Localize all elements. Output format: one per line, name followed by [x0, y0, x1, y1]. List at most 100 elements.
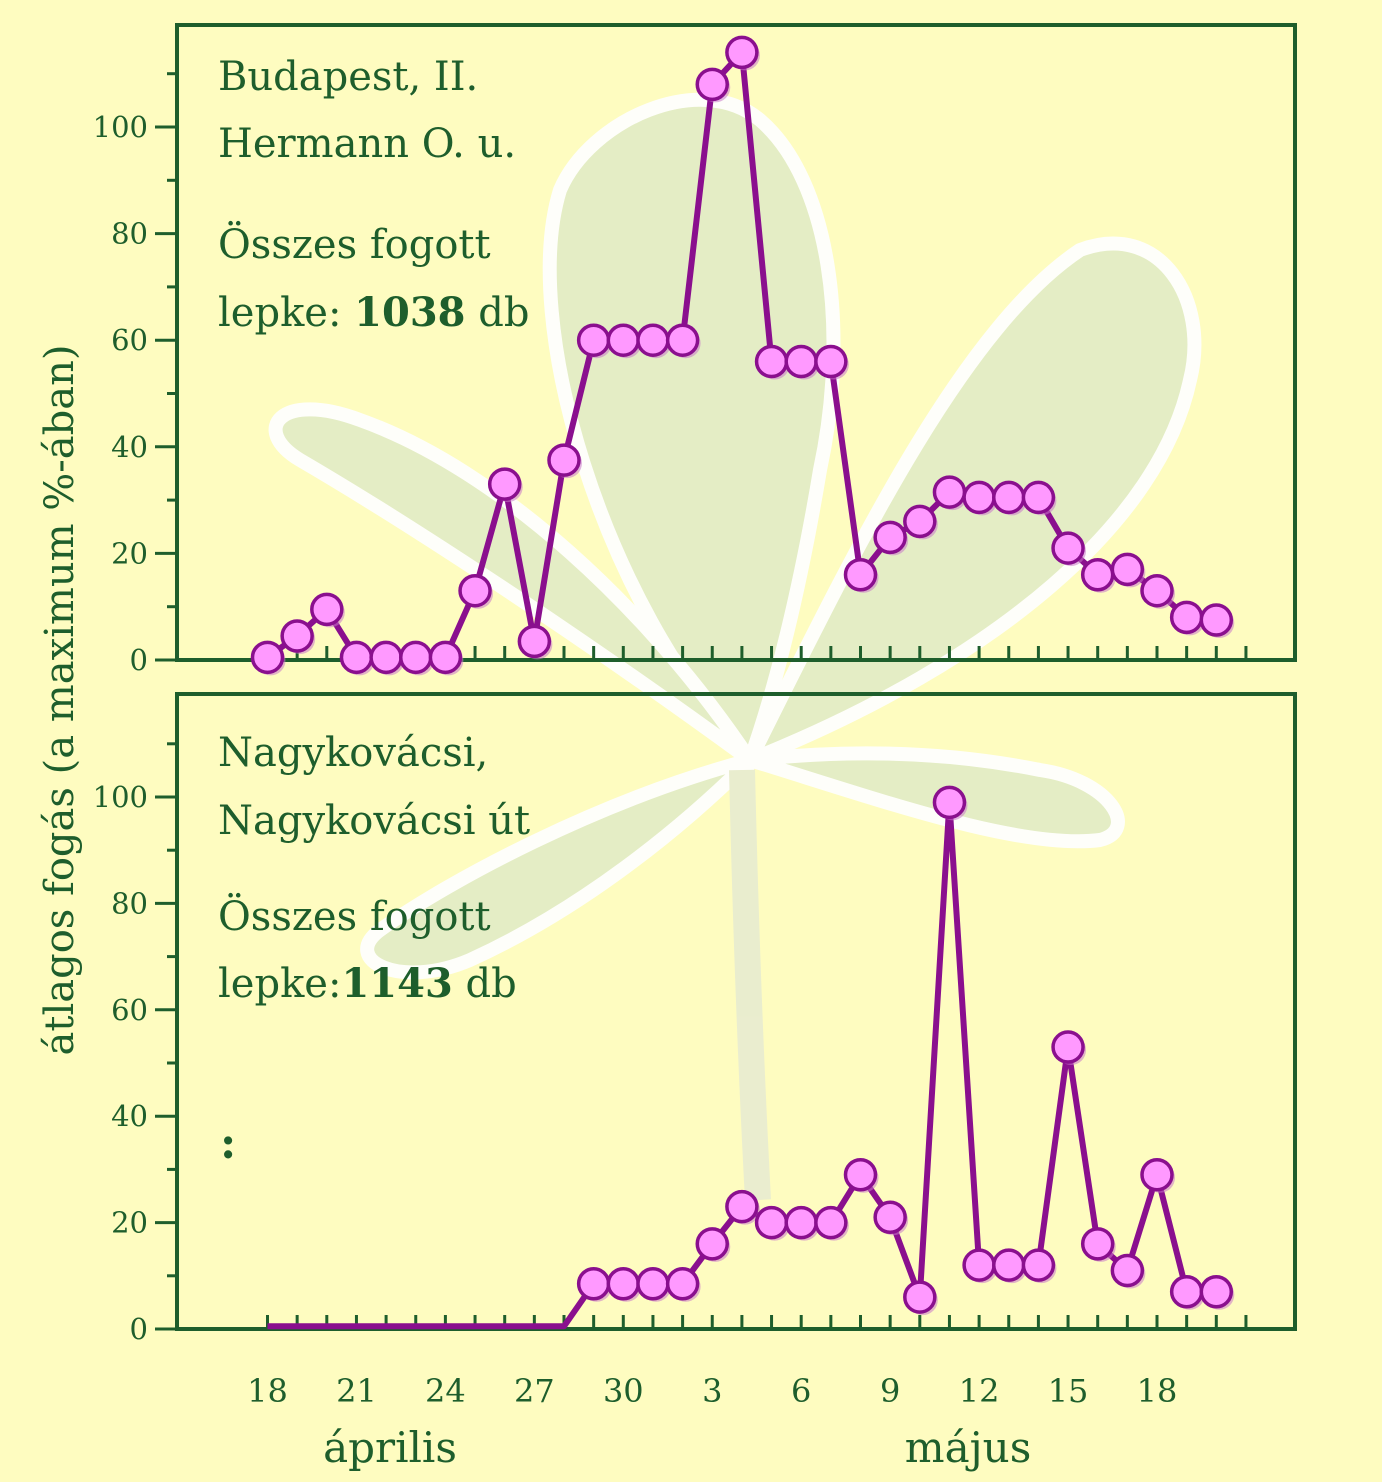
annotation-unit: db [466, 290, 530, 336]
data-point [487, 467, 522, 501]
x-axis-labels: 18 21 24 27 30 3 6 9 12 15 18 április május [247, 1372, 1177, 1472]
y-tick-label: 40 [111, 430, 148, 464]
x-tick-label: 3 [702, 1372, 722, 1410]
data-point [1110, 1253, 1145, 1288]
data-point [517, 624, 552, 659]
annotation-line-1: Budapest, II. [218, 54, 478, 100]
data-point [369, 640, 403, 675]
annotation-total: 1038 [354, 289, 465, 336]
y-tick-label: 100 [93, 780, 148, 814]
data-point [636, 323, 670, 357]
data-point [695, 67, 729, 102]
data-point [725, 35, 759, 70]
data-point [932, 785, 967, 820]
data-point [903, 504, 937, 539]
annotation-prefix: lepke: [218, 961, 341, 1007]
x-tick-label: 27 [514, 1372, 555, 1410]
data-point [1080, 557, 1115, 592]
data-point [1110, 552, 1145, 587]
annotation-line-4: lepke:1143 db [218, 960, 517, 1007]
data-point [903, 1280, 937, 1314]
data-point [339, 640, 374, 675]
y-tick-label: 80 [111, 886, 148, 920]
annotation-line-3: Összes fogott [218, 221, 491, 268]
data-point [1080, 1227, 1115, 1261]
x-tick-label: 18 [247, 1372, 288, 1410]
data-point [665, 323, 700, 357]
annotation-extra: : [220, 1118, 236, 1169]
data-point [1199, 1275, 1234, 1309]
data-point [310, 592, 344, 627]
data-point [280, 619, 314, 653]
y-tick-label: 100 [93, 110, 148, 144]
annotation-line-3: Összes fogott [218, 893, 491, 940]
month-label: május [905, 1423, 1032, 1472]
data-point [1140, 1157, 1174, 1192]
data-point [1021, 1248, 1056, 1282]
data-point [843, 1157, 878, 1192]
y-tick-label: 0 [130, 643, 148, 677]
y-tick-label: 20 [111, 1206, 148, 1240]
data-point [814, 1205, 848, 1240]
data-point [547, 443, 581, 477]
panel-frame [175, 692, 1297, 1331]
y-tick-label: 80 [111, 217, 148, 251]
y-tick-label: 60 [111, 323, 148, 357]
y-tick-label: 60 [111, 993, 148, 1027]
data-point [992, 1248, 1026, 1282]
panel-budapest: 0 20 40 60 80 100 Budapest, II. Hermann O. u. Ös… [93, 23, 1297, 677]
annotation-prefix: lepke: [218, 290, 354, 336]
annotation-line-2: Hermann O. u. [218, 121, 516, 167]
data-point [1021, 480, 1056, 515]
x-tick-label: 30 [603, 1372, 644, 1410]
data-point [814, 344, 848, 379]
data-point [576, 323, 611, 357]
data-point [576, 1267, 611, 1301]
data-point [665, 1267, 700, 1301]
data-point [754, 1205, 789, 1240]
data-point [932, 475, 967, 509]
data-point [1169, 1275, 1204, 1309]
data-point [843, 557, 878, 592]
x-tick-label: 9 [880, 1372, 900, 1410]
leaf-left [268, 402, 756, 766]
data-point [636, 1267, 670, 1301]
panel-frame [175, 23, 1297, 662]
data-point [962, 480, 996, 515]
annotation-unit: db [453, 961, 517, 1007]
annotation-line-1: Nagykovácsi, [218, 730, 488, 776]
leaf-stem [729, 769, 771, 1201]
y-tick-label: 20 [111, 536, 148, 570]
annotation-line-4: lepke: 1038 db [218, 289, 529, 336]
data-point [873, 1200, 907, 1235]
data-point [399, 640, 433, 675]
data-point [1199, 603, 1234, 637]
data-point [962, 1248, 996, 1282]
x-tick-label: 15 [1048, 1372, 1089, 1410]
data-point [695, 1227, 729, 1261]
y-tick-label: 40 [111, 1099, 148, 1133]
data-point [1140, 573, 1174, 608]
y-tick-label: 0 [130, 1312, 148, 1346]
data-point [458, 573, 492, 608]
data-point [1051, 1030, 1085, 1064]
data-point [784, 1205, 818, 1240]
month-label: április [323, 1423, 457, 1472]
leaf-lower-left [360, 746, 774, 980]
data-point [992, 480, 1026, 515]
data-point [606, 323, 641, 357]
data-point [1169, 600, 1204, 635]
data-point [606, 1267, 641, 1301]
data-point [725, 1189, 759, 1224]
data-point [754, 344, 789, 379]
data-point [784, 344, 818, 379]
data-point [1051, 531, 1085, 565]
data-point [250, 640, 285, 675]
data-point [428, 640, 463, 675]
annotation-line-2: Nagykovácsi út [218, 798, 530, 844]
panel-nagykovacsi: 0 20 40 60 80 100 Nagykovácsi, Nagykovácsi út Ös… [93, 692, 1297, 1346]
annotation-total: 1143 [341, 960, 452, 1007]
x-tick-label: 18 [1137, 1372, 1178, 1410]
x-tick-label: 21 [336, 1372, 377, 1410]
